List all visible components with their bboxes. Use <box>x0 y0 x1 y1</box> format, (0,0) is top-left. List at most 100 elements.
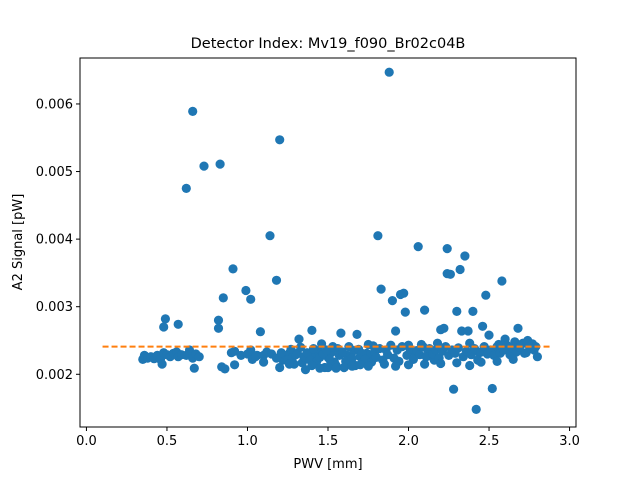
y-tick-label: 0.003 <box>36 300 73 315</box>
data-point <box>259 357 269 367</box>
data-point <box>497 276 507 286</box>
y-tick-label: 0.005 <box>36 165 73 180</box>
data-point <box>387 296 397 306</box>
data-point <box>173 319 183 329</box>
data-point <box>230 360 240 370</box>
data-point <box>284 359 294 369</box>
data-point <box>436 358 446 369</box>
data-point <box>420 305 430 315</box>
data-point <box>228 264 238 274</box>
data-point <box>215 159 225 169</box>
y-axis: 0.002 0.003 0.004 0.005 0.006 <box>36 97 80 383</box>
data-point <box>453 343 463 353</box>
x-tick-label: 1.5 <box>318 434 339 449</box>
data-point <box>275 362 285 373</box>
x-tick-label: 0.0 <box>76 434 97 449</box>
data-point <box>478 321 488 331</box>
data-point <box>325 354 335 364</box>
data-point <box>188 106 198 116</box>
data-point <box>452 358 462 368</box>
x-axis-label: PWV [mm] <box>293 457 362 472</box>
data-point <box>339 362 349 373</box>
y-tick-label: 0.002 <box>36 368 73 383</box>
data-point <box>213 315 224 325</box>
data-point <box>391 326 401 336</box>
data-point <box>294 334 304 344</box>
data-point <box>213 323 224 333</box>
x-tick-label: 1.0 <box>237 434 258 449</box>
data-point <box>465 360 475 371</box>
data-point <box>355 360 365 370</box>
data-point <box>246 294 256 304</box>
data-point <box>159 322 169 332</box>
data-point <box>455 264 465 275</box>
data-point <box>384 67 394 77</box>
data-point <box>160 314 170 324</box>
data-point <box>373 231 383 241</box>
data-point <box>363 361 373 371</box>
data-point <box>492 356 502 366</box>
data-point <box>276 348 286 358</box>
data-point <box>471 404 481 414</box>
data-point <box>336 328 346 338</box>
data-point <box>379 359 389 369</box>
data-point <box>420 359 430 369</box>
data-point <box>347 353 357 363</box>
data-point <box>194 352 204 362</box>
data-point <box>445 269 455 279</box>
data-point <box>442 244 452 254</box>
data-point <box>400 307 410 317</box>
data-point <box>508 354 518 364</box>
data-point <box>363 339 373 350</box>
data-point <box>403 360 414 370</box>
points-layer <box>138 67 543 414</box>
data-point <box>347 361 357 371</box>
data-point <box>481 290 491 300</box>
data-point <box>307 360 317 371</box>
data-point <box>157 359 167 369</box>
data-point <box>463 326 473 336</box>
data-point <box>513 323 523 333</box>
data-point <box>331 363 341 373</box>
data-point <box>323 362 333 373</box>
x-tick-label: 2.0 <box>398 434 419 449</box>
data-point <box>487 383 497 394</box>
data-point <box>484 330 494 340</box>
data-point <box>460 251 470 261</box>
data-point <box>399 288 409 298</box>
data-point <box>476 357 486 367</box>
data-point <box>275 135 285 145</box>
data-point <box>307 325 317 335</box>
y-axis-label: A2 Signal [pW] <box>11 194 26 291</box>
data-point <box>189 363 199 373</box>
chart-title: Detector Index: Mv19_f090_Br02c04B <box>191 36 466 52</box>
y-tick-label: 0.004 <box>36 233 73 248</box>
data-point <box>255 327 265 337</box>
data-point <box>452 306 462 316</box>
data-point <box>337 347 348 357</box>
data-point <box>413 242 423 252</box>
data-point <box>265 231 275 241</box>
data-point <box>181 183 191 193</box>
data-point <box>449 384 459 394</box>
x-tick-label: 3.0 <box>559 434 580 449</box>
data-point <box>439 323 449 333</box>
data-point <box>308 344 319 354</box>
x-axis: 0.0 0.5 1.0 1.5 2.0 2.5 3.0 <box>76 427 580 449</box>
data-point <box>352 329 362 339</box>
data-point <box>391 361 401 371</box>
data-point <box>315 363 325 373</box>
data-point <box>259 350 269 360</box>
data-point <box>241 285 251 296</box>
data-point <box>199 161 209 171</box>
y-tick-label: 0.006 <box>36 97 73 112</box>
data-point <box>457 326 467 336</box>
x-tick-label: 0.5 <box>157 434 178 449</box>
data-point <box>218 293 228 303</box>
data-point <box>220 364 230 374</box>
data-point <box>468 306 478 316</box>
data-point <box>250 352 261 362</box>
data-point <box>532 352 543 362</box>
